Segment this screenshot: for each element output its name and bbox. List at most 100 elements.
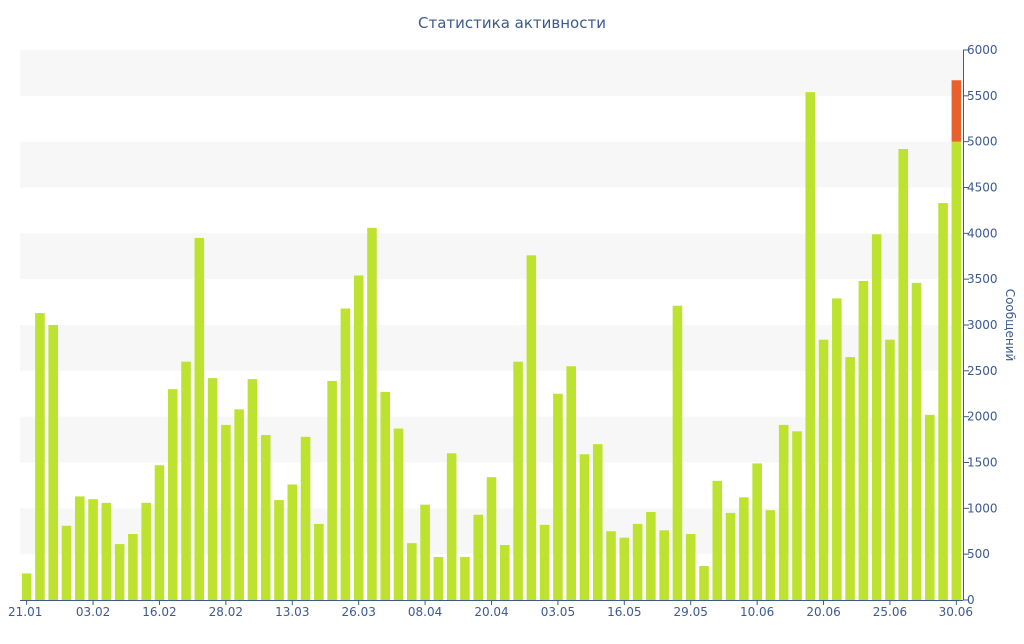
y-tick-label: 5000 bbox=[967, 135, 998, 149]
x-tick-label: 03.05 bbox=[541, 605, 575, 619]
bar bbox=[247, 379, 258, 600]
y-tick-label: 3500 bbox=[967, 272, 998, 286]
y-axis-title: Сообщений bbox=[1003, 289, 1017, 362]
bar bbox=[778, 424, 789, 600]
y-tick-label: 0 bbox=[967, 593, 975, 607]
bar bbox=[114, 544, 125, 600]
bar bbox=[898, 149, 909, 600]
x-tick-label: 20.06 bbox=[806, 605, 840, 619]
bar bbox=[260, 435, 271, 600]
x-tick-label: 13.03 bbox=[275, 605, 309, 619]
bar bbox=[287, 484, 298, 600]
bar bbox=[486, 477, 497, 600]
chart-title: Статистика активности bbox=[418, 14, 606, 32]
y-tick-label: 2500 bbox=[967, 364, 998, 378]
bar bbox=[274, 500, 284, 600]
bar bbox=[61, 525, 72, 600]
bar bbox=[88, 499, 98, 600]
x-tick-label: 16.05 bbox=[607, 605, 641, 619]
bar bbox=[805, 92, 816, 601]
bar bbox=[181, 361, 191, 600]
bar bbox=[818, 339, 829, 600]
bar bbox=[845, 357, 855, 600]
bar bbox=[539, 524, 550, 600]
bar bbox=[699, 566, 709, 600]
y-tick-label: 5500 bbox=[967, 89, 998, 103]
bar bbox=[340, 308, 351, 600]
bar bbox=[446, 453, 457, 600]
bar bbox=[672, 305, 683, 600]
x-tick-label: 21.01 bbox=[8, 605, 42, 619]
bar bbox=[871, 234, 882, 600]
bar bbox=[194, 237, 205, 600]
bar bbox=[101, 502, 112, 600]
bar bbox=[579, 454, 590, 600]
bar bbox=[792, 431, 802, 600]
bar bbox=[300, 436, 311, 600]
x-tick-label: 10.06 bbox=[740, 605, 774, 619]
bar bbox=[367, 227, 377, 601]
bar bbox=[393, 428, 404, 600]
bars bbox=[21, 80, 962, 601]
bar bbox=[606, 531, 616, 600]
y-tick-label: 4500 bbox=[967, 181, 998, 195]
bar bbox=[353, 275, 364, 600]
bar bbox=[35, 313, 45, 600]
bar bbox=[314, 523, 324, 600]
bar bbox=[48, 325, 58, 600]
bar bbox=[646, 512, 656, 600]
bar bbox=[619, 537, 630, 600]
bar bbox=[739, 497, 749, 600]
bar bbox=[659, 530, 669, 600]
bar bbox=[234, 409, 244, 600]
bar bbox=[632, 523, 643, 600]
bar bbox=[407, 543, 417, 600]
grid-band bbox=[20, 141, 963, 188]
bar bbox=[752, 463, 762, 600]
grid-band bbox=[20, 50, 963, 96]
bar bbox=[433, 556, 444, 600]
bar bbox=[221, 424, 231, 600]
bar bbox=[885, 339, 895, 600]
bar bbox=[460, 556, 470, 600]
bar bbox=[473, 514, 483, 600]
bar bbox=[74, 496, 85, 600]
bar bbox=[951, 141, 962, 600]
x-tick-label: 25.06 bbox=[873, 605, 907, 619]
bar bbox=[938, 203, 948, 601]
x-tick-label: 20.04 bbox=[474, 605, 508, 619]
bar bbox=[500, 545, 510, 600]
bar bbox=[553, 393, 563, 600]
bar bbox=[380, 391, 391, 600]
bar bbox=[765, 510, 776, 600]
bar bbox=[167, 389, 178, 600]
y-tick-label: 4000 bbox=[967, 226, 998, 240]
bar bbox=[207, 378, 218, 600]
bar bbox=[566, 366, 576, 600]
x-tick-label: 29.05 bbox=[674, 605, 708, 619]
bar bbox=[513, 361, 523, 600]
x-tick-label: 03.02 bbox=[76, 605, 110, 619]
x-tick-label: 08.04 bbox=[408, 605, 442, 619]
axes bbox=[20, 49, 969, 605]
grid-band bbox=[20, 233, 963, 280]
bar bbox=[911, 282, 922, 600]
bar bbox=[592, 444, 603, 600]
bar bbox=[526, 255, 537, 601]
bar bbox=[21, 573, 32, 600]
y-tick-label: 1000 bbox=[967, 501, 998, 515]
x-tick-label: 26.03 bbox=[342, 605, 376, 619]
x-tick-labels: 21.01 03.02 16.02 28.02 13.03 26.03 08.04 20.04… bbox=[8, 605, 973, 619]
bar bbox=[154, 465, 165, 600]
y-tick-label: 3000 bbox=[967, 318, 998, 332]
y-tick-label: 500 bbox=[967, 547, 990, 561]
bar-overflow bbox=[951, 80, 962, 142]
x-tick-label: 30.06 bbox=[939, 605, 973, 619]
bar bbox=[712, 480, 723, 600]
bar bbox=[327, 380, 337, 600]
y-tick-label: 1500 bbox=[967, 456, 998, 470]
x-tick-label: 28.02 bbox=[209, 605, 243, 619]
y-tick-labels: 0 500 1000 1500 2000 2500 3000 3500 4000 4500 5000… bbox=[967, 43, 998, 607]
